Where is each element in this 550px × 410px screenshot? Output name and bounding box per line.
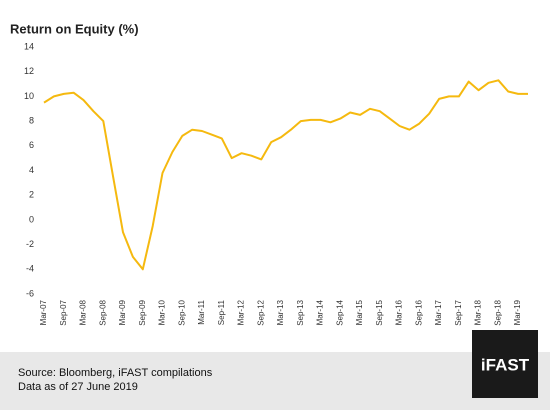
y-tick-label: 6 [29,140,34,150]
y-tick-label: -2 [26,239,34,249]
x-tick-label: Sep-14 [335,299,344,325]
x-tick-label: Sep-10 [177,299,186,325]
source: Source: Bloomberg, iFAST compilations [18,367,213,379]
x-tick-label: Sep-11 [217,299,226,325]
x-tick-label: Sep-16 [414,299,423,325]
y-tick-label: 14 [24,41,34,51]
x-tick-label: Mar-07 [39,299,48,325]
x-tick-label: Mar-18 [474,299,483,325]
x-tick-label: Mar-15 [355,299,364,325]
x-tick-label: Mar-16 [395,299,404,325]
x-tick-label: Mar-13 [276,299,285,325]
x-tick-label: Sep-12 [256,299,265,325]
x-tick-label: Sep-13 [296,299,305,325]
logo-box [472,330,538,398]
x-tick-label: Sep-18 [493,299,502,325]
y-tick-label: 8 [29,115,34,125]
x-tick-label: Mar-17 [434,299,443,325]
x-tick-label: Mar-12 [237,299,246,325]
x-tick-label: Sep-08 [98,299,107,325]
x-tick-label: Sep-07 [59,299,68,325]
x-tick-label: Mar-08 [79,299,88,325]
y-tick-label: 12 [24,66,34,76]
x-tick-label: Sep-17 [454,299,463,325]
note: Data as of 27 June 2019 [18,381,138,393]
x-tick-label: Sep-15 [375,299,384,325]
logo: iFAST [481,355,530,374]
y-tick-label: 2 [29,190,34,200]
y-tick-label: -4 [26,264,34,274]
x-tick-label: Mar-10 [158,299,167,325]
y-tick-label: 4 [29,165,34,175]
x-tick-label: Mar-19 [513,299,522,325]
x-tick-label: Mar-11 [197,299,206,324]
chart-title: Return on Equity (%) [10,21,139,36]
x-tick-label: Mar-14 [316,299,325,325]
y-tick-label: 0 [29,214,34,224]
x-tick-label: Sep-09 [138,299,147,325]
y-tick-label: 10 [24,91,34,101]
x-tick-label: Mar-09 [118,299,127,325]
footer-bar [0,352,550,410]
y-tick-label: -6 [26,288,34,298]
line [43,79,528,271]
